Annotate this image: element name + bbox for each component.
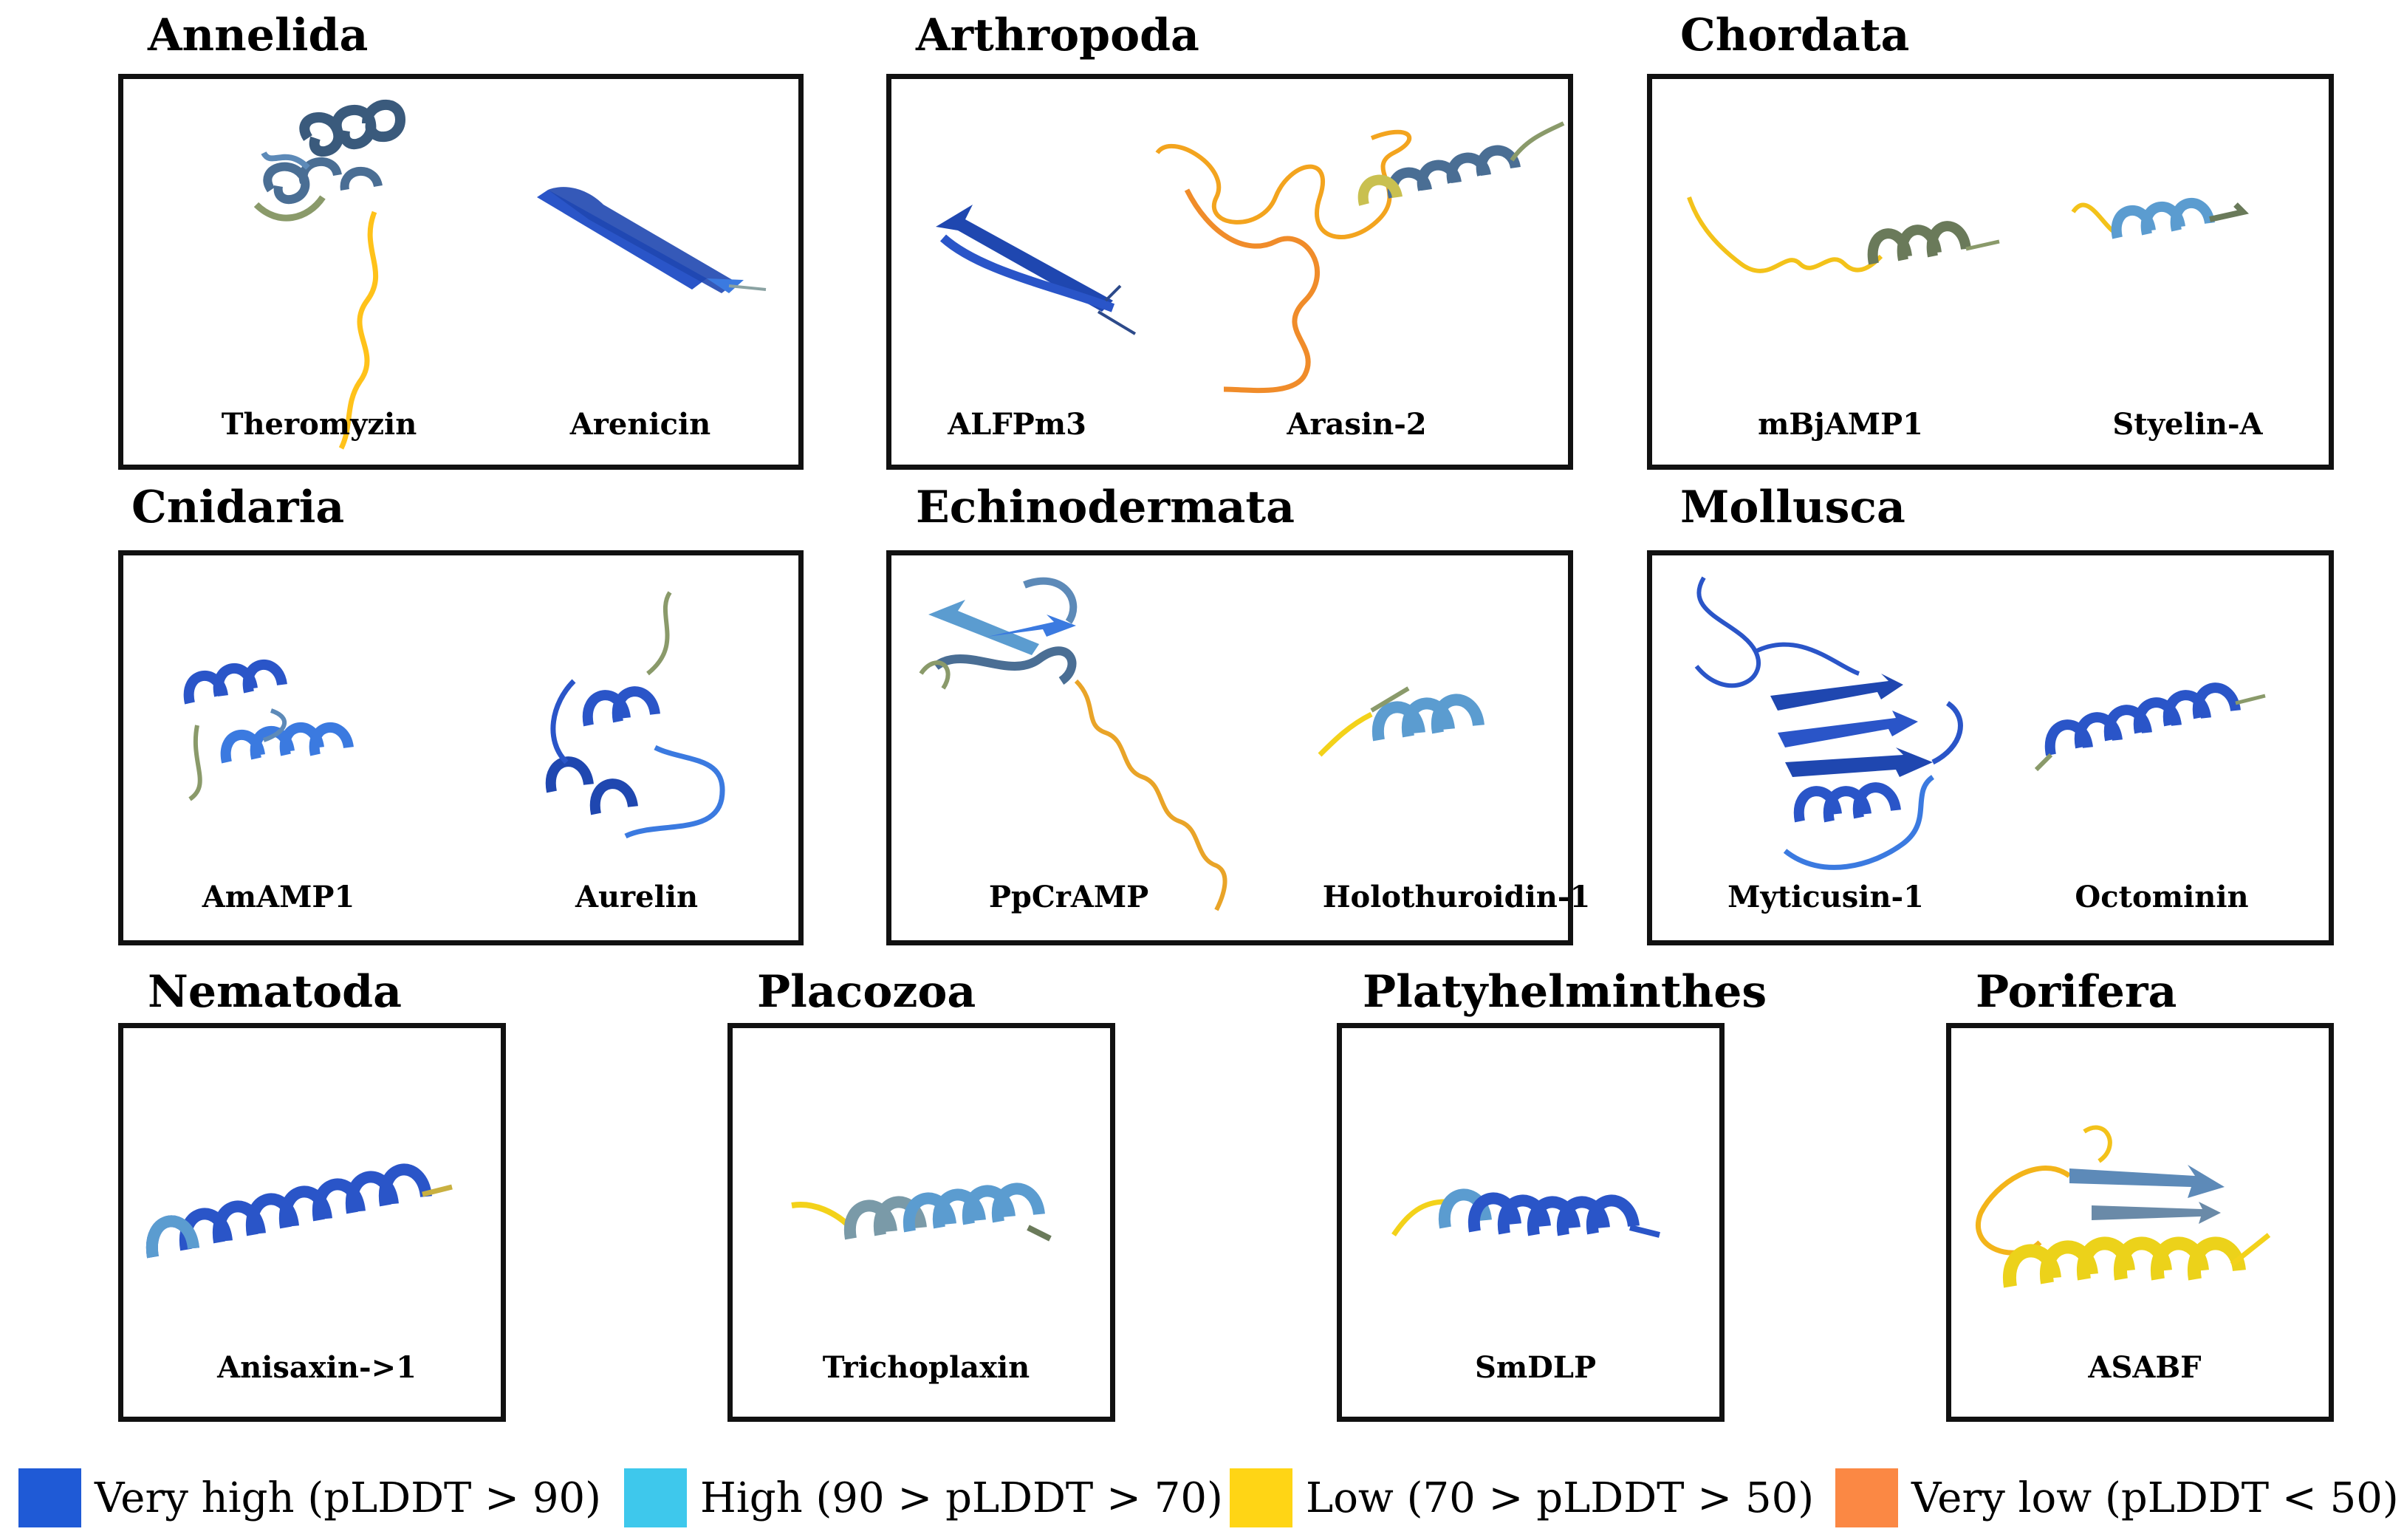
legend-label: Very high (pLDDT > 90)	[95, 1474, 601, 1522]
structure-label: Arasin-2	[1287, 407, 1427, 442]
trichoplaxin-structure	[791, 1183, 1052, 1242]
legend-label: Very low (pLDDT < 50)	[1911, 1474, 2399, 1522]
panel-nematoda: Anisaxin->1	[118, 1023, 506, 1422]
phylum-title-nematoda: Nematoda	[148, 966, 402, 1018]
swatch-very-low	[1835, 1468, 1898, 1527]
swatch-low	[1230, 1468, 1292, 1527]
structure-label: Trichoplaxin	[822, 1350, 1030, 1385]
structure-label: Styelin-A	[2112, 407, 2263, 442]
structure-label: SmDLP	[1474, 1350, 1597, 1385]
phylum-title-arthropoda: Arthropoda	[916, 10, 1199, 61]
legend-item-low: Low (70 > pLDDT > 50)	[1230, 1468, 1814, 1527]
panel-echinodermata: PpCrAMP Holothuroidin-1	[886, 550, 1590, 945]
anisaxin-structure	[145, 1163, 453, 1259]
legend-item-very-high: Very high (pLDDT > 90)	[18, 1468, 601, 1527]
octominin-structure	[2034, 682, 2266, 772]
panel-chordata: mBjAMP1 Styelin-A	[1647, 74, 2334, 470]
panel-annelida: Theromyzin Arenicin	[118, 74, 804, 470]
structure-label: Arenicin	[569, 407, 711, 442]
arenicin-structure	[537, 187, 767, 293]
swatch-very-high	[18, 1468, 81, 1527]
swatch-high	[624, 1468, 687, 1527]
panel-placozoa: Trichoplaxin	[727, 1023, 1115, 1422]
phylum-title-echinodermata: Echinodermata	[916, 482, 1295, 533]
structure-label: Theromyzin	[221, 407, 417, 442]
asabf-structure	[1976, 1125, 2271, 1288]
structure-label: Myticusin-1	[1727, 880, 1924, 914]
structure-label: ALFPm3	[948, 407, 1086, 442]
ppcramp-structure	[919, 577, 1227, 911]
panel-porifera: ASABF	[1946, 1023, 2334, 1422]
holothuroidin1-structure	[1318, 686, 1484, 757]
amamp1-structure	[183, 660, 354, 801]
legend-item-very-low: Very low (pLDDT < 50)	[1835, 1468, 2399, 1527]
legend-label: High (90 > pLDDT > 70)	[700, 1474, 1223, 1522]
mbjamp1-structure	[1687, 196, 2000, 273]
structure-label: ASABF	[2088, 1350, 2202, 1385]
plddt-legend: Very high (pLDDT > 90) High (90 > pLDDT …	[0, 1455, 2404, 1529]
arasin2-structure	[1155, 121, 1565, 394]
phylum-title-chordata: Chordata	[1680, 10, 1910, 61]
legend-label: Low (70 > pLDDT > 50)	[1306, 1474, 1815, 1522]
legend-item-high: High (90 > pLDDT > 70)	[624, 1468, 1223, 1527]
phylum-title-mollusca: Mollusca	[1680, 482, 1905, 533]
phylum-title-cnidaria: Cnidaria	[131, 482, 345, 533]
theromyzin-structure	[253, 99, 406, 450]
phylum-title-porifera: Porifera	[1976, 966, 2177, 1018]
structure-label: Holothuroidin-1	[1322, 880, 1591, 914]
smdlp-structure	[1391, 1188, 1660, 1238]
structure-label: Aurelin	[575, 880, 699, 914]
styelin-a-structure	[2071, 198, 2249, 239]
panel-platyhelminthes: SmDLP	[1337, 1023, 1725, 1422]
structure-label: AmAMP1	[202, 880, 355, 914]
phylum-title-platyhelminthes: Platyhelminthes	[1363, 966, 1767, 1018]
structure-label: Anisaxin->1	[217, 1350, 417, 1385]
panel-mollusca: Myticusin-1 Octominin	[1647, 550, 2334, 945]
phylum-title-placozoa: Placozoa	[757, 966, 976, 1018]
phylum-title-annelida: Annelida	[148, 10, 369, 61]
panel-cnidaria: AmAMP1 Aurelin	[118, 550, 804, 945]
structure-label: Octominin	[2075, 880, 2249, 914]
structure-label: PpCrAMP	[988, 880, 1149, 914]
myticusin1-structure	[1694, 576, 1963, 870]
alfpm3-structure	[936, 205, 1137, 335]
aurelin-structure	[545, 591, 725, 839]
panel-arthropoda: ALFPm3 Arasin-2	[886, 74, 1573, 470]
structure-label: mBjAMP1	[1758, 407, 1923, 442]
